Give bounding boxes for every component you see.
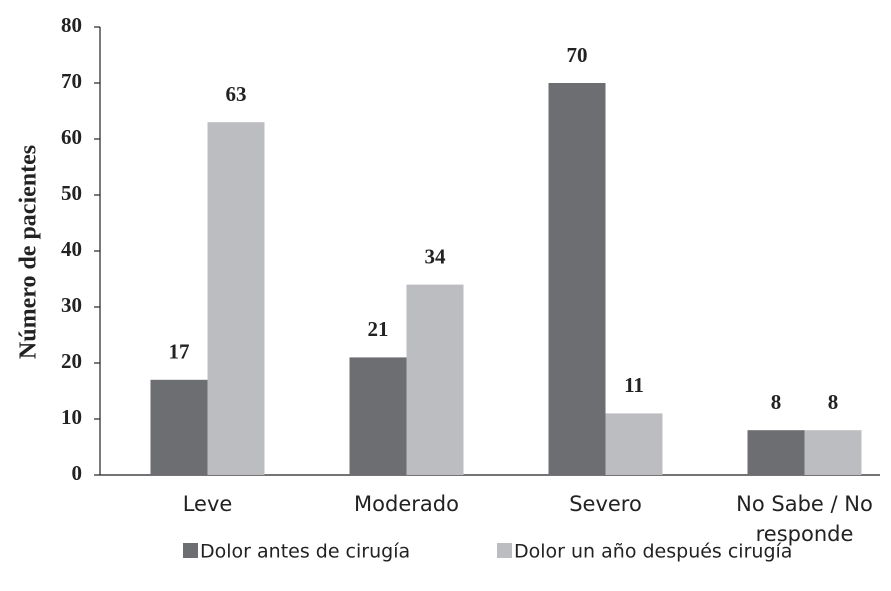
bar [548,83,606,475]
y-tick-label: 10 [61,405,82,429]
y-tick-label: 0 [72,461,83,485]
y-tick-label: 50 [61,181,82,205]
bar [406,284,464,475]
bar [605,413,663,475]
x-tick-label: Moderado [354,492,459,516]
bar [207,122,265,475]
legend-label: Dolor antes de cirugía [200,541,410,563]
x-tick-label: Leve [182,492,233,516]
bar [150,379,208,475]
value-label: 21 [368,317,389,341]
value-label: 17 [169,340,190,364]
y-tick-label: 20 [61,349,82,373]
y-tick-label: 80 [61,13,82,37]
value-label: 63 [226,82,247,106]
y-tick-label: 60 [61,125,82,149]
value-label: 8 [828,390,839,414]
bar [349,357,407,475]
legend-label: Dolor un año después cirugía [514,541,792,563]
x-tick-label: No Sabe / No responde [736,492,873,546]
value-label: 11 [624,373,644,397]
bar [804,430,862,475]
value-label: 70 [567,43,588,67]
legend-swatch [497,543,512,558]
y-axis-title: Número de pacientes [16,145,42,359]
legend-swatch [183,543,198,558]
value-label: 8 [771,390,782,414]
bar [747,430,805,475]
value-label: 34 [425,244,447,268]
y-tick-label: 70 [61,69,82,93]
y-tick-label: 40 [61,237,82,261]
x-tick-label: Severo [569,492,642,516]
y-tick-label: 30 [61,293,82,317]
